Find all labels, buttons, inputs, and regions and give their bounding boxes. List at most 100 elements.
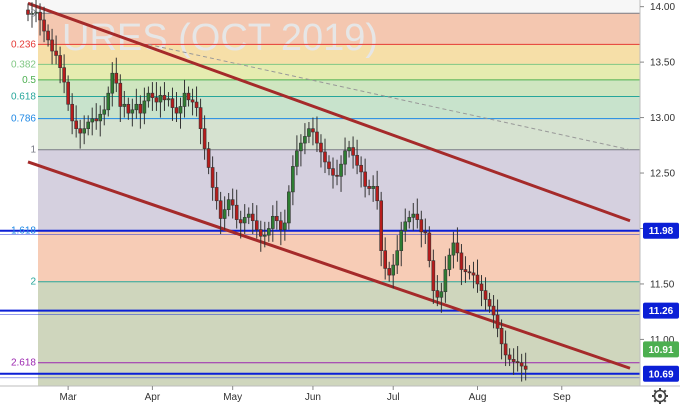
candle-body <box>58 55 62 68</box>
time-tick-label: Apr <box>145 392 161 403</box>
candle-body <box>367 186 371 189</box>
candle-body <box>427 232 432 261</box>
candle-body <box>254 220 259 230</box>
candle-body <box>202 128 207 149</box>
candle-body <box>234 204 239 220</box>
fib-band <box>38 149 640 231</box>
candle-body <box>279 220 283 230</box>
candle-body <box>439 291 444 298</box>
price-tag-label: 10.91 <box>648 345 673 356</box>
price-tick-label: 13.50 <box>650 58 675 69</box>
candle-body <box>403 221 408 232</box>
candle-body <box>262 234 267 237</box>
time-tick-label: Jul <box>387 392 400 403</box>
candle-body <box>82 128 86 134</box>
candle-body <box>50 39 54 52</box>
candle-body <box>98 113 103 122</box>
trend-channel-upper <box>27 1 631 223</box>
candle-body <box>250 213 255 222</box>
candle-body <box>162 95 167 101</box>
fib-band <box>38 118 640 150</box>
candle-body <box>194 101 199 108</box>
candle-body <box>331 168 335 176</box>
fib-level-label: 2 <box>30 277 36 288</box>
fib-band <box>38 79 640 97</box>
time-tick-label: Sep <box>553 392 571 403</box>
candle-body <box>190 99 195 103</box>
candle-body <box>110 72 115 94</box>
fib-band <box>38 13 640 45</box>
candle-body <box>122 103 127 107</box>
candle-body <box>475 274 480 285</box>
time-tick-label: Jun <box>305 392 321 403</box>
candle-body <box>495 314 500 329</box>
candle-body <box>178 106 183 114</box>
fib-level-label: 0.236 <box>11 39 36 50</box>
candle-body <box>395 250 400 266</box>
candle-body <box>463 269 468 273</box>
candle-body <box>283 222 287 230</box>
time-tick-label: May <box>223 392 242 403</box>
candle-body <box>431 260 436 291</box>
candle-body <box>343 150 347 165</box>
fib-level-label: 2.618 <box>11 358 36 369</box>
candle-body <box>226 199 231 210</box>
candle-body <box>142 100 147 114</box>
candle-body <box>391 264 396 276</box>
candle-body <box>503 343 508 356</box>
price-tick-label: 11.50 <box>650 279 675 290</box>
candle-body <box>319 142 323 153</box>
candle-body <box>102 109 107 115</box>
candle-body <box>42 19 46 32</box>
candle-body <box>315 131 319 144</box>
candle-body <box>375 186 379 202</box>
candle-body <box>351 147 355 156</box>
candle-body <box>303 136 307 144</box>
fib-band <box>38 230 640 282</box>
candle-body <box>499 328 504 345</box>
price-tick-label: 13.00 <box>650 113 675 124</box>
candle-body <box>266 228 271 236</box>
fib-level-label: 0.382 <box>11 59 36 70</box>
candle-body <box>383 250 387 269</box>
time-axis[interactable]: Mar Apr May Jun Jul Aug Sep <box>60 386 572 403</box>
candle-body <box>30 13 34 15</box>
candle-body <box>146 92 151 102</box>
candle-body <box>114 72 119 84</box>
candle-body <box>118 82 123 107</box>
candle-body <box>295 150 299 167</box>
candle-body <box>138 103 143 114</box>
candle-body <box>451 242 456 256</box>
candle-body <box>359 164 363 173</box>
candle-body <box>371 186 375 189</box>
candle-body <box>467 271 472 274</box>
gear-icon[interactable] <box>652 388 668 404</box>
price-tick-label: 14.00 <box>650 2 675 13</box>
candle-body <box>339 163 343 177</box>
candle-body <box>54 50 58 56</box>
fib-band <box>38 44 640 65</box>
price-tick-label: 11.00 <box>650 335 675 346</box>
price-tick-label: 12.50 <box>650 169 675 180</box>
candle-body <box>158 95 163 103</box>
candle-body <box>287 191 291 224</box>
candle-body <box>455 242 460 254</box>
candle-body <box>271 215 275 229</box>
candle-body <box>407 217 412 223</box>
candle-body <box>299 142 303 152</box>
candle-body <box>275 215 279 222</box>
candle-body <box>419 219 424 233</box>
fib-level-label: 0.618 <box>11 92 36 103</box>
candle-body <box>479 283 484 291</box>
time-tick-label: Aug <box>469 392 487 403</box>
price-tag <box>643 365 679 382</box>
candle-body <box>238 219 243 224</box>
candle-body <box>387 268 392 276</box>
symbol-watermark: URES (OCT 2019) <box>62 17 378 59</box>
candle-body <box>222 209 227 219</box>
candle-body <box>242 217 247 224</box>
candle-body <box>154 97 159 103</box>
candle-body <box>411 213 416 218</box>
